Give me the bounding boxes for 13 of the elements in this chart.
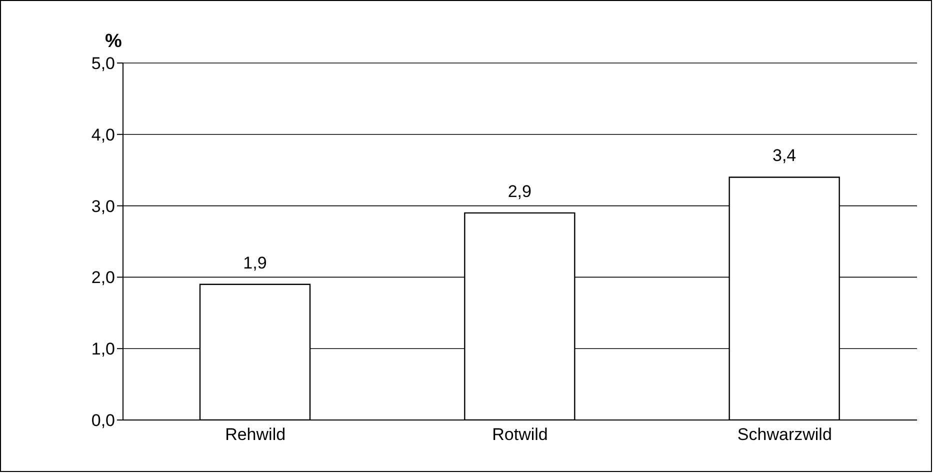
y-tick-label: 2,0 [91,268,115,288]
y-tick-label: 3,0 [91,196,115,216]
x-tick-label: Schwarzwild [737,425,832,444]
y-tick-label: 4,0 [91,125,115,144]
data-label: 1,9 [243,253,267,272]
x-tick-label: Rehwild [225,425,286,444]
y-tick-label: 5,0 [91,54,115,74]
x-tick-label: Rotwild [492,425,548,444]
y-axis-title: % [105,31,122,53]
data-label: 2,9 [508,182,532,201]
data-label: 3,4 [772,146,796,166]
y-tick-label: 0,0 [91,411,115,430]
y-tick-label: 1,0 [91,340,115,359]
